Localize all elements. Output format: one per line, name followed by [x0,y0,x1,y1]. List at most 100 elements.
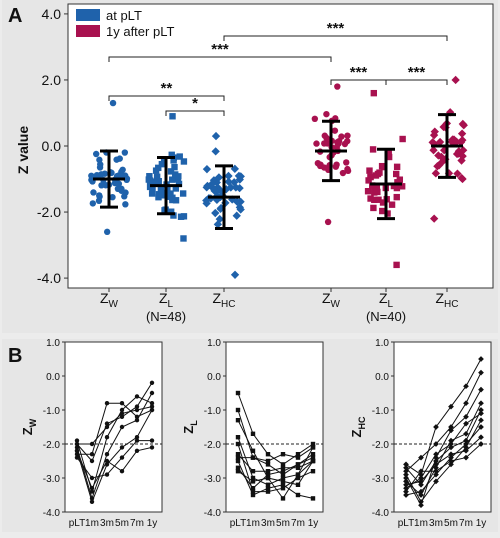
data-point [134,418,140,423]
data-point [429,214,439,223]
x-tick-label: 3m [100,518,114,529]
data-point [250,486,256,491]
data-point [89,486,95,491]
data-point [310,455,316,460]
data-point [379,207,386,215]
data-point [478,356,484,362]
data-point [265,489,271,494]
data-point [433,468,439,475]
data-point [265,475,271,481]
data-point [367,195,374,202]
data-point [370,89,378,97]
data-point [463,447,469,454]
data-point [295,452,301,457]
data-point [280,475,286,481]
n-label: (N=40) [366,309,406,324]
data-point [89,458,95,464]
data-point [119,401,125,406]
data-point [119,424,125,430]
data-point [344,132,351,139]
data-point [448,451,454,458]
x-tick-label: pLT [69,518,86,529]
data-point [104,424,110,430]
data-point [119,469,125,474]
data-point [367,173,374,180]
data-point [103,228,111,236]
data-point [463,454,469,461]
small-multiple-3: 1.0 0.0 -1.0 -2.0 -3.0 -4.0 pLT 1m 3m 5m 7m 1y ZHC [349,338,492,529]
data-point [390,182,398,190]
data-point [280,496,286,501]
data-point [437,158,446,167]
data-point [149,184,156,192]
data-point [344,165,351,173]
data-point [384,210,391,217]
data-point [418,478,424,485]
data-point [265,472,271,477]
data-point [403,461,409,468]
data-point [176,153,183,160]
data-point [104,435,110,440]
data-point [224,177,233,186]
data-point [210,185,219,195]
data-point [310,441,316,447]
data-point [331,127,339,134]
data-point [148,190,156,197]
data-point [478,407,484,413]
y-tick-label: 1.0 [375,338,389,349]
data-point [74,445,80,450]
data-point [102,182,109,189]
data-point [89,499,95,504]
significance-label: *** [408,64,426,81]
data-point [114,185,122,193]
series-line [405,358,482,476]
group-label: ZHC [435,290,458,310]
panel-a-plot-area [67,3,494,289]
y-tick-label: -4.0 [372,508,390,519]
y-tick-label: 1.0 [207,338,221,349]
x-tick-label: 3m [261,518,275,529]
significance-label: ** [161,80,173,97]
data-point [280,462,286,467]
x-tick-label: 5m [276,518,290,529]
data-point [393,193,400,201]
data-point [403,464,409,471]
data-point [160,189,167,197]
x-tick-label: pLT [230,518,247,529]
data-point [463,413,469,420]
data-point [180,235,187,242]
y-tick-label: 0.0 [375,372,389,383]
data-point [320,164,328,171]
data-point [379,199,387,206]
data-point [74,441,80,447]
data-point [96,193,103,200]
data-point [149,445,155,450]
significance-bracket [223,35,448,41]
data-point [366,167,373,174]
x-tick-label: 5m [444,518,458,529]
data-point [478,369,484,376]
data-point [134,407,140,413]
data-point [235,458,241,464]
y-tick-label: -3.0 [43,474,61,485]
data-point [418,468,424,475]
data-point [398,183,406,190]
x-tick-label: 1m [85,518,99,529]
data-point [89,441,95,447]
legend-label-1y: 1y after pLT [106,24,174,39]
data-point [134,435,140,440]
series-line [237,453,314,472]
data-point [403,468,409,475]
significance-label: *** [327,20,345,37]
data-point [433,478,439,485]
small-multiple-2: 1.0 0.0 -1.0 -2.0 -3.0 -4.0 pLT 1m 3m 5m 7m 1y ZL [181,338,324,529]
data-point [478,386,484,393]
data-point [431,169,441,178]
data-point [430,127,439,136]
data-point [89,475,95,481]
data-point [211,147,220,156]
data-point [441,155,450,164]
data-point [478,441,484,447]
data-point [119,407,125,413]
